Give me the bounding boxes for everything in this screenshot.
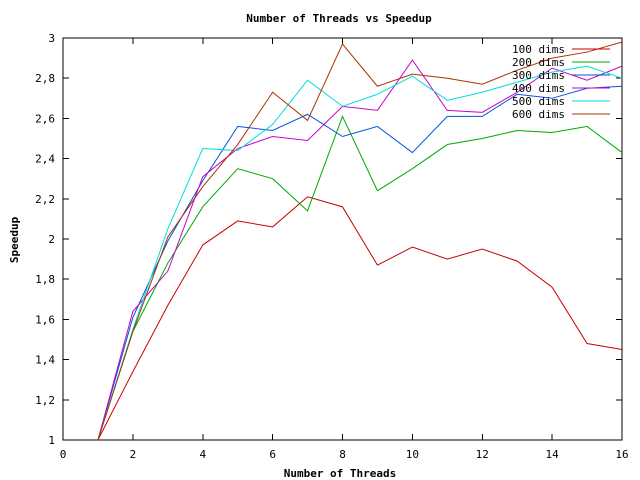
series-lines	[97, 41, 623, 441]
x-tick-label: 14	[546, 448, 560, 461]
y-tick-label: 2,6	[35, 112, 55, 125]
y-tick-label: 2,2	[35, 193, 55, 206]
y-tick-label: 2,4	[35, 153, 55, 166]
legend-label: 200 dims	[512, 56, 565, 69]
y-axis: 1 1,2 1,4 1,6 1,8 2 2,2 2,4 2,6 2,8 3	[35, 32, 622, 447]
x-tick-label: 12	[476, 448, 489, 461]
x-tick-label: 10	[406, 448, 419, 461]
x-tick-label: 4	[199, 448, 206, 461]
x-tick-label: 16	[615, 448, 628, 461]
x-tick-label: 0	[60, 448, 67, 461]
series-line-200-dims	[97, 115, 623, 441]
legend-label: 400 dims	[512, 82, 565, 95]
legend-label: 600 dims	[512, 108, 565, 121]
y-tick-label: 1,8	[35, 273, 55, 286]
y-tick-label: 1,4	[35, 354, 55, 367]
y-tick-label: 3	[48, 32, 55, 45]
series-line-300-dims	[97, 85, 623, 441]
x-tick-label: 6	[269, 448, 276, 461]
y-tick-label: 2	[48, 233, 55, 246]
series-line-400-dims	[97, 59, 623, 441]
chart-title: Number of Threads vs Speedup	[246, 12, 432, 25]
x-tick-label: 8	[339, 448, 346, 461]
y-tick-label: 1,2	[35, 394, 55, 407]
legend-label: 100 dims	[512, 43, 565, 56]
series-line-100-dims	[97, 196, 623, 441]
x-axis: 0 2 4 6 8 10 12 14 16	[60, 38, 629, 461]
y-tick-label: 2,8	[35, 72, 55, 85]
x-axis-label: Number of Threads	[284, 467, 397, 480]
x-tick-label: 2	[130, 448, 137, 461]
y-tick-label: 1	[48, 434, 55, 447]
legend-label: 300 dims	[512, 69, 565, 82]
series-line-600-dims	[97, 41, 623, 441]
y-axis-label: Speedup	[8, 216, 21, 263]
legend-label: 500 dims	[512, 95, 565, 108]
series-line-500-dims	[97, 65, 623, 441]
y-tick-label: 1,6	[35, 313, 55, 326]
